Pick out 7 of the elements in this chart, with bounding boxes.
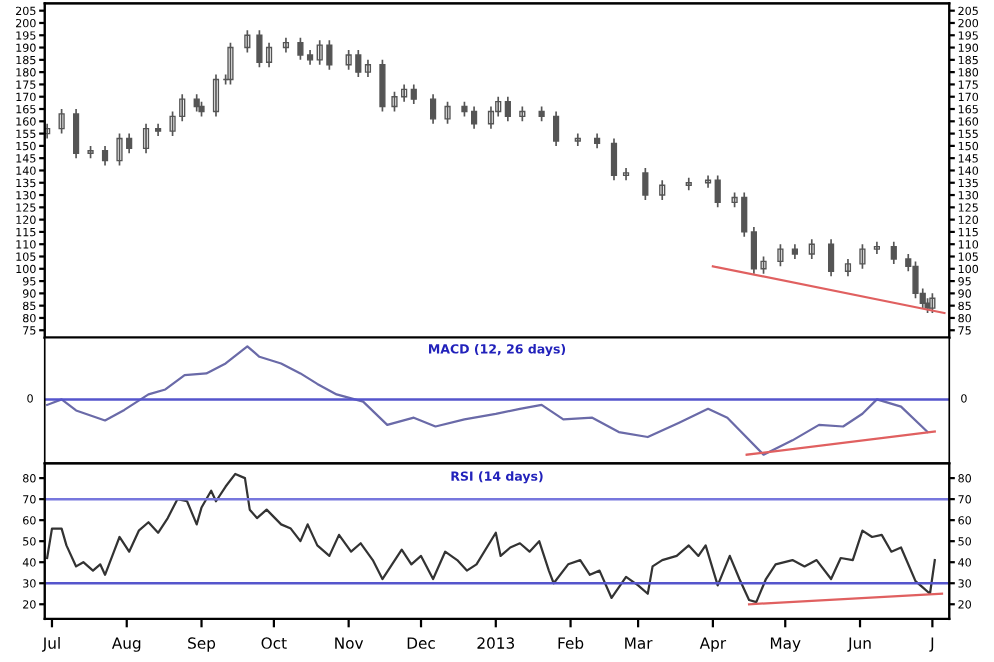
- candlestick: [379, 59, 386, 113]
- candlestick: [777, 243, 784, 268]
- candlestick: [859, 243, 866, 270]
- candlestick: [227, 41, 234, 86]
- line-series: [46, 472, 936, 604]
- candlestick: [912, 260, 919, 300]
- candlestick: [444, 100, 451, 125]
